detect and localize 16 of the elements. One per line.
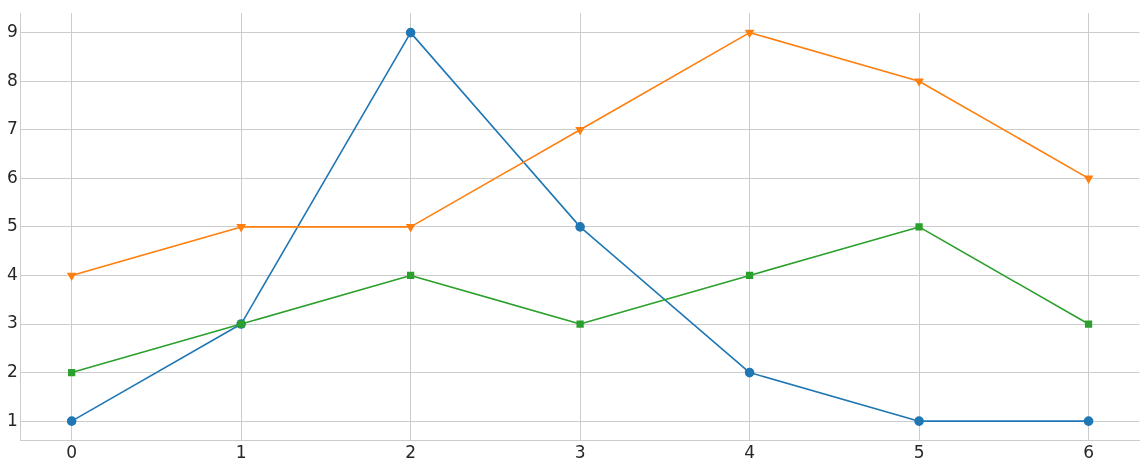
y-tick-label: 8 [6,69,18,90]
y-tick-label: 1 [6,409,18,430]
y-tick-label: 6 [6,166,18,187]
y-tick-label: 4 [6,263,18,284]
x-tick-label: 6 [1083,442,1094,463]
x-tick-label: 0 [66,442,78,463]
x-tick-label: 2 [405,442,417,463]
y-tick-label: 3 [6,312,18,333]
y-tick-label: 5 [6,215,18,236]
x-tick-label: 4 [744,442,755,463]
x-tick-label: 5 [913,442,925,463]
x-tick-label: 3 [574,442,586,463]
x-tick-label: 1 [235,442,247,463]
y-tick-label: 7 [6,118,18,139]
y-tick-label: 9 [6,21,18,42]
y-tick-label: 2 [6,361,18,382]
